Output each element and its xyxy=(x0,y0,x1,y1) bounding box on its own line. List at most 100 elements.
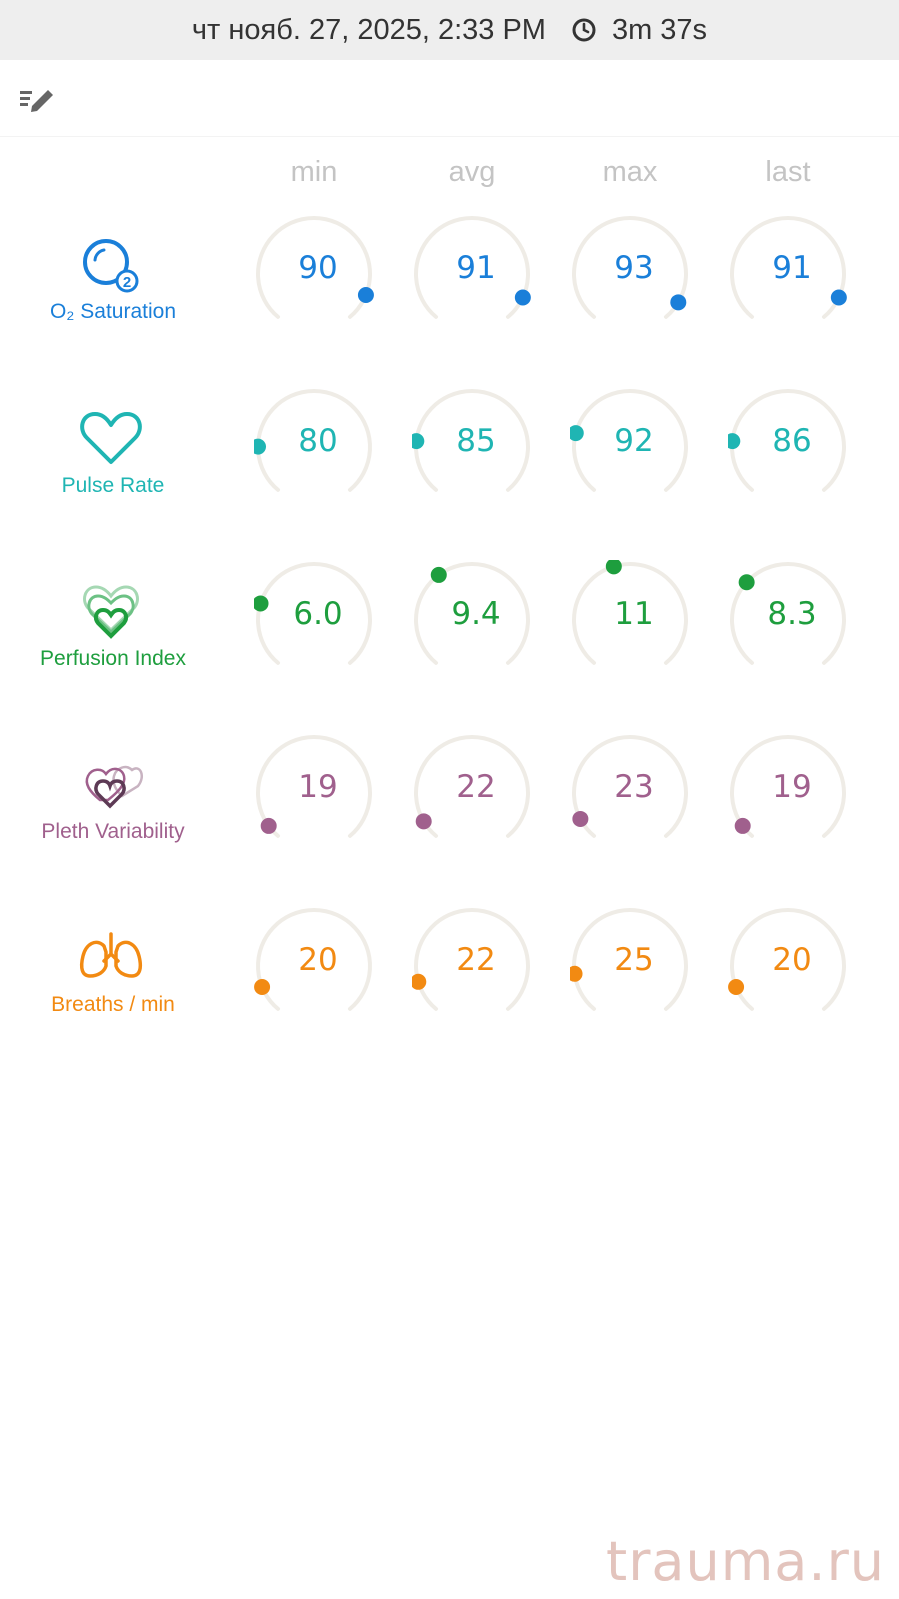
gauge-track xyxy=(730,735,846,838)
edit-list-icon[interactable] xyxy=(18,80,58,116)
gauge-pulse-rate-last[interactable]: 86 xyxy=(728,387,856,497)
gauge-breaths-per-min-min[interactable]: 20 xyxy=(254,906,382,1016)
gauge-value: 6.0 xyxy=(293,596,343,632)
clock-icon xyxy=(570,16,598,44)
gauge-indicator-dot xyxy=(738,574,755,591)
o2-saturation-icon: 2 xyxy=(78,232,144,298)
gauge-indicator-dot xyxy=(734,817,751,834)
gauge-o2-saturation-min[interactable]: 90 xyxy=(254,214,382,324)
column-header-min: min xyxy=(290,156,338,188)
gauge-arc-svg xyxy=(572,560,688,665)
gauge-value: 22 xyxy=(456,942,496,978)
metric-label-perfusion-index: Perfusion Index xyxy=(40,647,186,670)
gauge-breaths-per-min-max[interactable]: 25 xyxy=(570,906,698,1016)
heart-icon xyxy=(78,404,144,470)
gauge-arc-svg xyxy=(254,562,372,665)
gauge-track xyxy=(256,908,372,1011)
gauge-value: 80 xyxy=(298,423,338,459)
gauge-arc-svg xyxy=(730,562,846,665)
gauge-track xyxy=(414,389,530,492)
gauge-o2-saturation-avg[interactable]: 91 xyxy=(412,214,540,324)
gauge-arc-svg xyxy=(730,735,846,838)
gauge-indicator-dot xyxy=(415,813,432,830)
gauge-track xyxy=(730,216,846,319)
gauge-pleth-variability-max[interactable]: 23 xyxy=(570,733,698,843)
session-duration: 3m 37s xyxy=(611,13,708,46)
gauge-pleth-variability-last[interactable]: 19 xyxy=(728,733,856,843)
gauge-value: 90 xyxy=(298,250,338,286)
status-bar: чт нояб. 27, 2025, 2:33 PM 3m 37s xyxy=(0,0,899,60)
gauge-breaths-per-min-last[interactable]: 20 xyxy=(728,906,856,1016)
lungs-icon xyxy=(78,924,144,990)
gauge-value: 8.3 xyxy=(767,596,817,632)
gauge-arc-svg xyxy=(730,216,847,319)
gauge-arc-svg xyxy=(254,908,372,1011)
metric-label-breaths-per-min: Breaths / min xyxy=(51,993,175,1016)
gauge-arc-svg xyxy=(570,908,688,1011)
column-header-avg: avg xyxy=(448,156,496,188)
gauge-pleth-variability-avg[interactable]: 22 xyxy=(412,733,540,843)
gauge-indicator-dot xyxy=(412,433,425,450)
gauge-arc-svg xyxy=(412,389,530,492)
gauge-value: 11 xyxy=(614,596,654,632)
gauge-track xyxy=(256,735,372,838)
gauge-pulse-rate-max[interactable]: 92 xyxy=(570,387,698,497)
gauge-indicator-dot xyxy=(254,438,266,455)
column-header-last: last xyxy=(765,156,811,188)
gauge-arc-svg xyxy=(256,735,372,838)
gauge-value: 23 xyxy=(614,769,654,805)
gauge-track xyxy=(572,562,688,665)
column-header-max: max xyxy=(602,156,658,188)
gauge-track xyxy=(572,735,688,838)
gauge-value: 20 xyxy=(772,942,812,978)
gauge-indicator-dot xyxy=(570,965,583,982)
date-time: чт нояб. 27, 2025, 2:33 PM xyxy=(191,13,546,46)
gauge-perfusion-index-min[interactable]: 6.0 xyxy=(254,560,382,670)
gauge-pleth-variability-min[interactable]: 19 xyxy=(254,733,382,843)
gauge-indicator-dot xyxy=(570,425,584,442)
svg-text:2: 2 xyxy=(123,274,131,291)
gauge-indicator-dot xyxy=(357,286,374,303)
gauge-value: 22 xyxy=(456,769,496,805)
metric-label-pleth-variability: Pleth Variability xyxy=(41,820,185,843)
gauge-o2-saturation-max[interactable]: 93 xyxy=(570,214,698,324)
gauge-value: 19 xyxy=(298,769,338,805)
gauge-track xyxy=(730,908,846,1011)
gauge-track xyxy=(730,389,846,492)
toolbar xyxy=(0,60,899,137)
gauge-value: 25 xyxy=(614,942,654,978)
gauge-value: 20 xyxy=(298,942,338,978)
gauge-arc-svg xyxy=(572,735,688,838)
pleth-hearts-icon xyxy=(78,752,144,818)
gauge-breaths-per-min-avg[interactable]: 22 xyxy=(412,906,540,1016)
gauge-arc-svg xyxy=(414,735,530,838)
gauge-perfusion-index-max[interactable]: 11 xyxy=(570,560,698,670)
gauge-arc-svg xyxy=(570,389,688,492)
gauge-value: 9.4 xyxy=(451,596,501,632)
gauge-perfusion-index-last[interactable]: 8.3 xyxy=(728,560,856,670)
gauge-pulse-rate-avg[interactable]: 85 xyxy=(412,387,540,497)
gauge-perfusion-index-avg[interactable]: 9.4 xyxy=(412,560,540,670)
gauge-value: 85 xyxy=(456,423,496,459)
gauge-value: 91 xyxy=(456,250,496,286)
gauge-track xyxy=(414,908,530,1011)
gauge-track xyxy=(572,216,688,319)
gauge-value: 92 xyxy=(614,423,654,459)
gauge-value: 93 xyxy=(614,250,654,286)
gauge-o2-saturation-last[interactable]: 91 xyxy=(728,214,856,324)
gauge-pulse-rate-min[interactable]: 80 xyxy=(254,387,382,497)
gauge-arc-svg xyxy=(728,908,846,1011)
gauge-indicator-dot xyxy=(728,433,741,450)
watermark: trauma.ru xyxy=(606,1530,885,1593)
gauge-indicator-dot xyxy=(430,566,447,583)
gauge-track xyxy=(414,216,530,319)
gauge-track xyxy=(730,562,846,665)
gauge-track xyxy=(414,562,530,665)
gauge-arc-svg xyxy=(572,216,688,319)
gauge-arc-svg xyxy=(728,389,846,492)
gauge-arc-svg xyxy=(256,216,374,319)
gauge-indicator-dot xyxy=(830,289,847,306)
gauge-indicator-dot xyxy=(260,817,277,834)
gauge-indicator-dot xyxy=(254,595,269,612)
gauge-track xyxy=(256,216,372,319)
